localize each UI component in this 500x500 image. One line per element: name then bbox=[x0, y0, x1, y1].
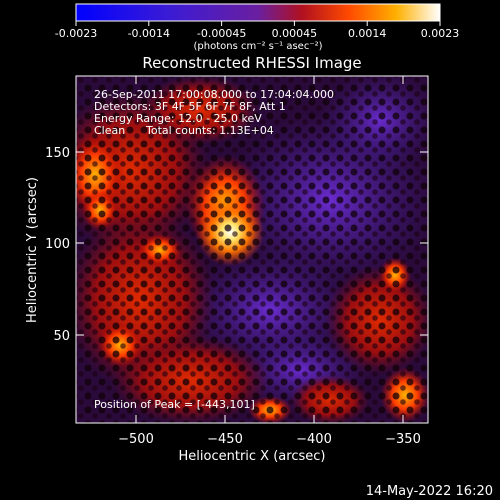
colorbar-tick-label: 0.0014 bbox=[348, 27, 387, 40]
plot-frame bbox=[75, 75, 429, 424]
footer-timestamp: 14-May-2022 16:20 bbox=[366, 484, 493, 499]
detectors-text: Detectors: 3F 4F 5F 6F 7F 8F, Att 1 bbox=[94, 100, 286, 113]
colorbar-tick-label: 0.00045 bbox=[272, 27, 318, 40]
x-axis bbox=[135, 76, 404, 423]
rhessi-image bbox=[76, 76, 428, 423]
peak-position-text: Position of Peak = [-443,101] bbox=[94, 398, 255, 411]
y-axis bbox=[76, 151, 428, 336]
colorbar-gradient bbox=[75, 3, 441, 22]
x-tick-label: −500 bbox=[118, 432, 154, 447]
x-axis-label: Heliocentric X (arcsec) bbox=[179, 449, 326, 464]
y-tick-label: 50 bbox=[53, 329, 70, 344]
colorbar-tick-label: -0.00045 bbox=[197, 27, 246, 40]
x-tick-label: −400 bbox=[296, 432, 332, 447]
plot-title: Reconstructed RHESSI Image bbox=[142, 54, 361, 72]
annotation-block: 26-Sep-2011 17:00:08.000 to 17:04:04.000… bbox=[94, 88, 334, 411]
method-text: Clean bbox=[94, 124, 125, 137]
x-tick-label: −350 bbox=[385, 432, 421, 447]
y-tick-label: 150 bbox=[45, 146, 70, 161]
x-tick-label: −450 bbox=[207, 432, 243, 447]
colorbar-units: (photons cm⁻² s⁻¹ asec⁻²) bbox=[193, 41, 322, 52]
colorbar-tick-label: -0.0023 bbox=[55, 27, 97, 40]
y-axis-label: Heliocentric Y (arcsec) bbox=[25, 177, 40, 323]
y-tick-label: 100 bbox=[45, 237, 70, 252]
total-counts-text: Total counts: 1.13E+04 bbox=[145, 124, 274, 137]
colorbar-tick-label: 0.0023 bbox=[421, 27, 460, 40]
colorbar: -0.0023 -0.0014 -0.00045 0.00045 0.0014 … bbox=[55, 3, 460, 52]
colorbar-tick-label: -0.0014 bbox=[128, 27, 170, 40]
time-range-text: 26-Sep-2011 17:00:08.000 to 17:04:04.000 bbox=[94, 88, 334, 101]
energy-range-text: Energy Range: 12.0 - 25.0 keV bbox=[94, 112, 262, 125]
